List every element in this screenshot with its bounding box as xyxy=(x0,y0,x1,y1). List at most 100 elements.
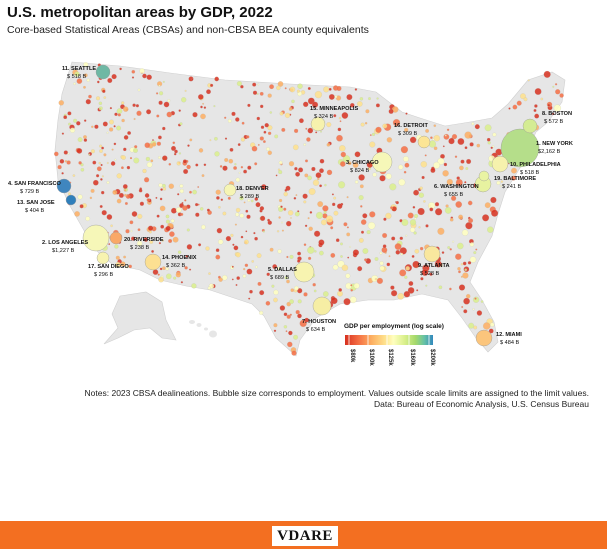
county-bubble xyxy=(235,212,240,217)
svg-text:$1,227 B: $1,227 B xyxy=(52,248,75,254)
county-bubble xyxy=(325,215,334,223)
county-bubble xyxy=(241,121,245,125)
county-bubble xyxy=(382,123,388,129)
county-bubble xyxy=(234,223,237,226)
county-bubble xyxy=(414,249,420,254)
metro-bubble-san-jose[interactable] xyxy=(65,194,77,206)
county-bubble xyxy=(252,90,258,95)
county-bubble xyxy=(79,204,84,209)
county-bubble xyxy=(59,159,65,164)
county-bubble xyxy=(311,166,316,172)
county-bubble xyxy=(429,207,434,212)
svg-text:13. SAN JOSE: 13. SAN JOSE xyxy=(17,200,55,206)
notes-line: Notes: 2023 CBSA dealineations. Bubble s… xyxy=(84,388,589,398)
legend-tick-label: $100k xyxy=(368,349,374,366)
county-bubble xyxy=(350,288,354,292)
county-bubble xyxy=(442,170,449,177)
county-bubble xyxy=(444,207,452,214)
county-bubble xyxy=(416,289,419,292)
county-bubble xyxy=(189,138,193,142)
svg-text:4. SAN FRANCISCO: 4. SAN FRANCISCO xyxy=(8,181,61,187)
county-bubble xyxy=(192,189,197,195)
metro-bubble-detroit[interactable] xyxy=(417,135,431,149)
county-bubble xyxy=(170,207,177,214)
county-bubble xyxy=(137,213,143,219)
county-bubble xyxy=(302,193,308,199)
county-bubble xyxy=(155,196,158,199)
county-bubble xyxy=(144,193,150,198)
county-bubble xyxy=(67,111,72,116)
metro-bubble-boston[interactable] xyxy=(522,118,538,134)
county-bubble xyxy=(83,119,87,122)
county-bubble xyxy=(236,81,242,87)
metro-bubble-houston[interactable] xyxy=(312,296,332,316)
county-bubble xyxy=(313,289,317,293)
county-bubble xyxy=(457,138,465,145)
county-bubble xyxy=(157,156,161,159)
county-bubble xyxy=(292,144,299,151)
county-bubble xyxy=(330,226,334,230)
county-bubble xyxy=(286,279,290,284)
county-bubble xyxy=(297,299,302,304)
metro-bubble-atlanta[interactable] xyxy=(423,245,441,263)
county-bubble xyxy=(53,151,59,157)
metro-bubble-san-diego[interactable] xyxy=(96,251,110,265)
county-bubble xyxy=(283,207,287,211)
metro-bubble-denver[interactable] xyxy=(223,183,237,197)
county-bubble xyxy=(423,200,426,203)
county-bubble xyxy=(254,162,258,166)
county-bubble xyxy=(368,97,371,100)
county-bubble xyxy=(476,143,481,148)
county-bubble xyxy=(107,77,113,83)
metro-bubble-miami[interactable] xyxy=(475,329,493,347)
county-bubble xyxy=(159,267,163,271)
county-bubble xyxy=(317,201,324,208)
metro-bubble-baltimore[interactable] xyxy=(478,170,490,182)
county-bubble xyxy=(152,269,159,275)
svg-text:12. MIAMI: 12. MIAMI xyxy=(496,332,522,338)
county-bubble xyxy=(322,205,329,212)
county-bubble xyxy=(95,96,100,101)
metro-bubble-philadelphia[interactable] xyxy=(491,155,509,173)
county-bubble xyxy=(273,289,279,295)
county-bubble xyxy=(162,266,166,271)
county-bubble xyxy=(98,161,101,165)
county-bubble xyxy=(279,111,284,116)
county-bubble xyxy=(304,317,310,323)
county-bubble xyxy=(129,220,134,225)
county-bubble xyxy=(157,273,160,276)
metro-bubble-phoenix[interactable] xyxy=(144,253,162,271)
metro-bubble-minneapolis[interactable] xyxy=(310,116,326,132)
metro-bubble-chicago[interactable] xyxy=(371,151,393,173)
county-bubble xyxy=(98,101,103,106)
county-bubble xyxy=(367,221,376,230)
county-bubble xyxy=(382,244,387,249)
county-bubble xyxy=(180,212,184,216)
county-bubble xyxy=(379,265,385,271)
county-bubble xyxy=(118,192,124,198)
county-bubble xyxy=(162,126,166,131)
metro-bubble-los-angeles[interactable] xyxy=(82,224,110,252)
metro-label-denver: 18. DENVER $ 289 B xyxy=(236,186,269,200)
county-bubble xyxy=(156,141,161,146)
county-bubble xyxy=(266,147,270,152)
metro-bubble-new-york[interactable] xyxy=(500,128,540,168)
vdare-logo[interactable]: VDARE xyxy=(272,526,338,546)
county-bubble xyxy=(371,132,376,136)
county-bubble xyxy=(430,167,436,173)
metro-label-detroit: 16. DETROIT $ 309 B xyxy=(394,123,428,137)
county-bubble xyxy=(136,240,143,247)
county-bubble xyxy=(449,248,452,251)
county-bubble xyxy=(273,329,277,332)
county-bubble xyxy=(114,158,117,161)
metro-bubble-seattle[interactable] xyxy=(95,64,111,80)
county-bubble xyxy=(398,178,406,186)
metro-bubble-san-francisco[interactable] xyxy=(56,178,72,194)
metro-bubble-riverside[interactable] xyxy=(109,231,123,245)
metro-bubble-dallas[interactable] xyxy=(293,261,315,283)
county-bubble xyxy=(165,219,170,224)
county-bubble xyxy=(216,227,223,234)
county-bubble xyxy=(287,341,293,348)
county-bubble xyxy=(338,288,343,292)
county-bubble xyxy=(467,200,473,206)
